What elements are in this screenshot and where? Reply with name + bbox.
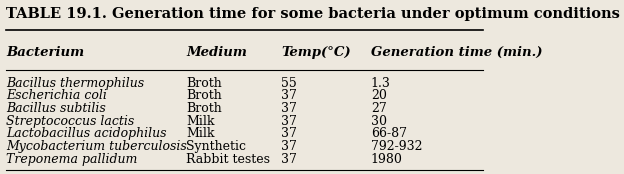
Text: 37: 37 xyxy=(281,89,297,102)
Text: Bacterium: Bacterium xyxy=(6,46,84,59)
Text: Milk: Milk xyxy=(186,127,215,140)
Text: Synthetic: Synthetic xyxy=(186,140,246,153)
Text: 30: 30 xyxy=(371,115,387,128)
Text: Broth: Broth xyxy=(186,89,222,102)
Text: 66-87: 66-87 xyxy=(371,127,407,140)
Text: Medium: Medium xyxy=(186,46,247,59)
Text: Lactobacillus acidophilus: Lactobacillus acidophilus xyxy=(6,127,167,140)
Text: 792-932: 792-932 xyxy=(371,140,422,153)
Text: 1980: 1980 xyxy=(371,153,402,166)
Text: Rabbit testes: Rabbit testes xyxy=(186,153,270,166)
Text: TABLE 19.1. Generation time for some bacteria under optimum conditions: TABLE 19.1. Generation time for some bac… xyxy=(6,7,620,21)
Text: Bacillus subtilis: Bacillus subtilis xyxy=(6,102,106,115)
Text: 55: 55 xyxy=(281,77,296,90)
Text: Broth: Broth xyxy=(186,77,222,90)
Text: Broth: Broth xyxy=(186,102,222,115)
Text: 1.3: 1.3 xyxy=(371,77,391,90)
Text: 27: 27 xyxy=(371,102,387,115)
Text: Streptococcus lactis: Streptococcus lactis xyxy=(6,115,135,128)
Text: 20: 20 xyxy=(371,89,387,102)
Text: 37: 37 xyxy=(281,102,297,115)
Text: Escherichia coli: Escherichia coli xyxy=(6,89,107,102)
Text: Generation time (min.): Generation time (min.) xyxy=(371,46,542,59)
Text: Mycobacterium tuberculosis: Mycobacterium tuberculosis xyxy=(6,140,187,153)
Text: 37: 37 xyxy=(281,115,297,128)
Text: Bacillus thermophilus: Bacillus thermophilus xyxy=(6,77,144,90)
Text: 37: 37 xyxy=(281,153,297,166)
Text: Temp(°C): Temp(°C) xyxy=(281,46,351,59)
Text: Treponema pallidum: Treponema pallidum xyxy=(6,153,138,166)
Text: 37: 37 xyxy=(281,140,297,153)
Text: Milk: Milk xyxy=(186,115,215,128)
Text: 37: 37 xyxy=(281,127,297,140)
